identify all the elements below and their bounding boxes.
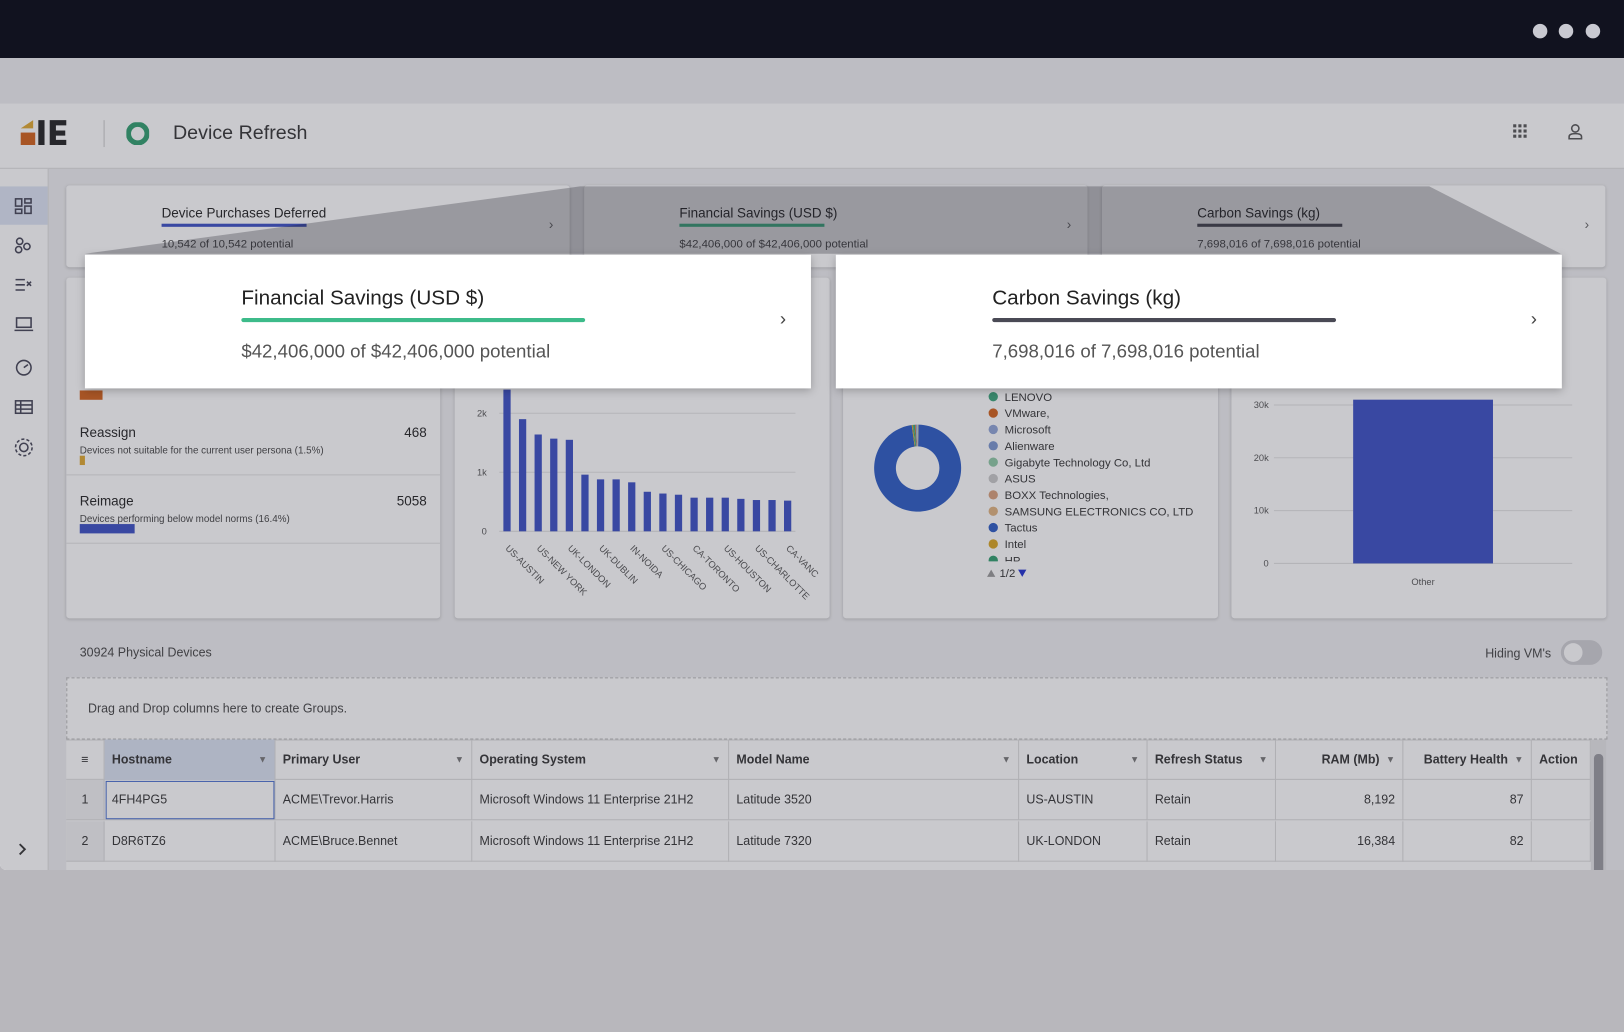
chevron: › (1531, 309, 1537, 331)
chevron: › (780, 309, 786, 331)
popup-value: 7,698,016 of 7,698,016 potential (992, 341, 1259, 363)
popup-card[interactable]: Financial Savings (USD $) $42,406,000 of … (85, 255, 811, 389)
spotlight-wedge (0, 0, 1624, 269)
popup-title: Carbon Savings (kg) (992, 287, 1181, 311)
popup-bar (992, 318, 1336, 322)
popup-value: $42,406,000 of $42,406,000 potential (241, 341, 550, 363)
popup-title: Financial Savings (USD $) (241, 287, 484, 311)
popup-bar (241, 318, 585, 322)
popup-card[interactable]: Carbon Savings (kg) 7,698,016 of 7,698,01… (836, 255, 1562, 389)
